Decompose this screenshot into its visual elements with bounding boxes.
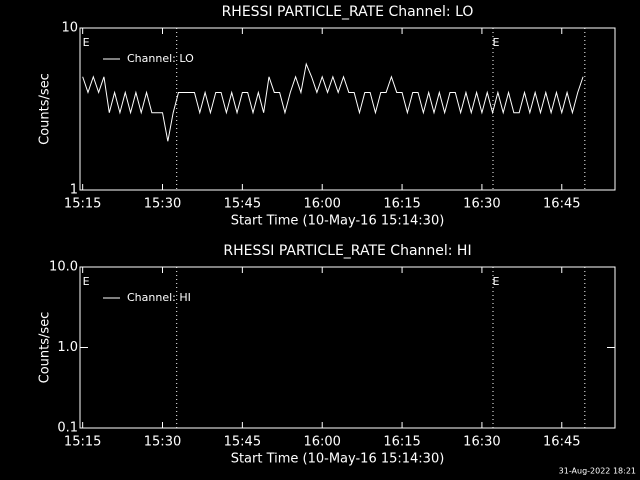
y-tick-label: 0.1 [57,421,78,436]
chart-title: RHESSI PARTICLE_RATE Channel: LO [222,4,474,20]
y-tick-label: 10.0 [49,260,78,275]
x-tick-label: 16:45 [543,197,580,212]
y-tick-label: 1 [70,183,78,198]
plot-frame [79,27,616,191]
annotation: E [493,36,500,49]
x-tick-label: 15:45 [224,435,261,450]
y-axis-label: Counts/sec [38,73,53,145]
chart-title: RHESSI PARTICLE_RATE Channel: HI [223,243,471,259]
x-tick-label: 15:45 [224,197,261,212]
x-tick-label: 15:30 [144,197,181,212]
legend-label: Channel: HI [127,291,191,304]
annotation: E [83,275,90,288]
y-axis-label: Counts/sec [38,312,53,384]
annotation: E [493,275,500,288]
x-tick-label: 16:15 [383,197,420,212]
x-tick-label: 16:15 [383,435,420,450]
x-tick-label: 15:30 [144,435,181,450]
x-tick-label: 16:30 [463,435,500,450]
y-tick-label: 1.0 [57,340,78,355]
annotation: E [83,36,90,49]
x-axis-label: Start Time (10-May-16 15:14:30) [231,452,445,467]
x-tick-label: 16:00 [303,197,340,212]
legend-label: Channel: LO [127,52,194,65]
data-line [82,62,584,142]
x-tick-label: 15:15 [64,435,101,450]
x-tick-label: 15:15 [64,197,101,212]
x-tick-label: 16:00 [303,435,340,450]
y-tick-label: 10 [61,21,78,36]
x-tick-label: 16:45 [543,435,580,450]
footer: 31-Aug-2022 18:21 [559,467,636,476]
x-axis-label: Start Time (10-May-16 15:14:30) [231,214,445,229]
x-tick-label: 16:30 [463,197,500,212]
